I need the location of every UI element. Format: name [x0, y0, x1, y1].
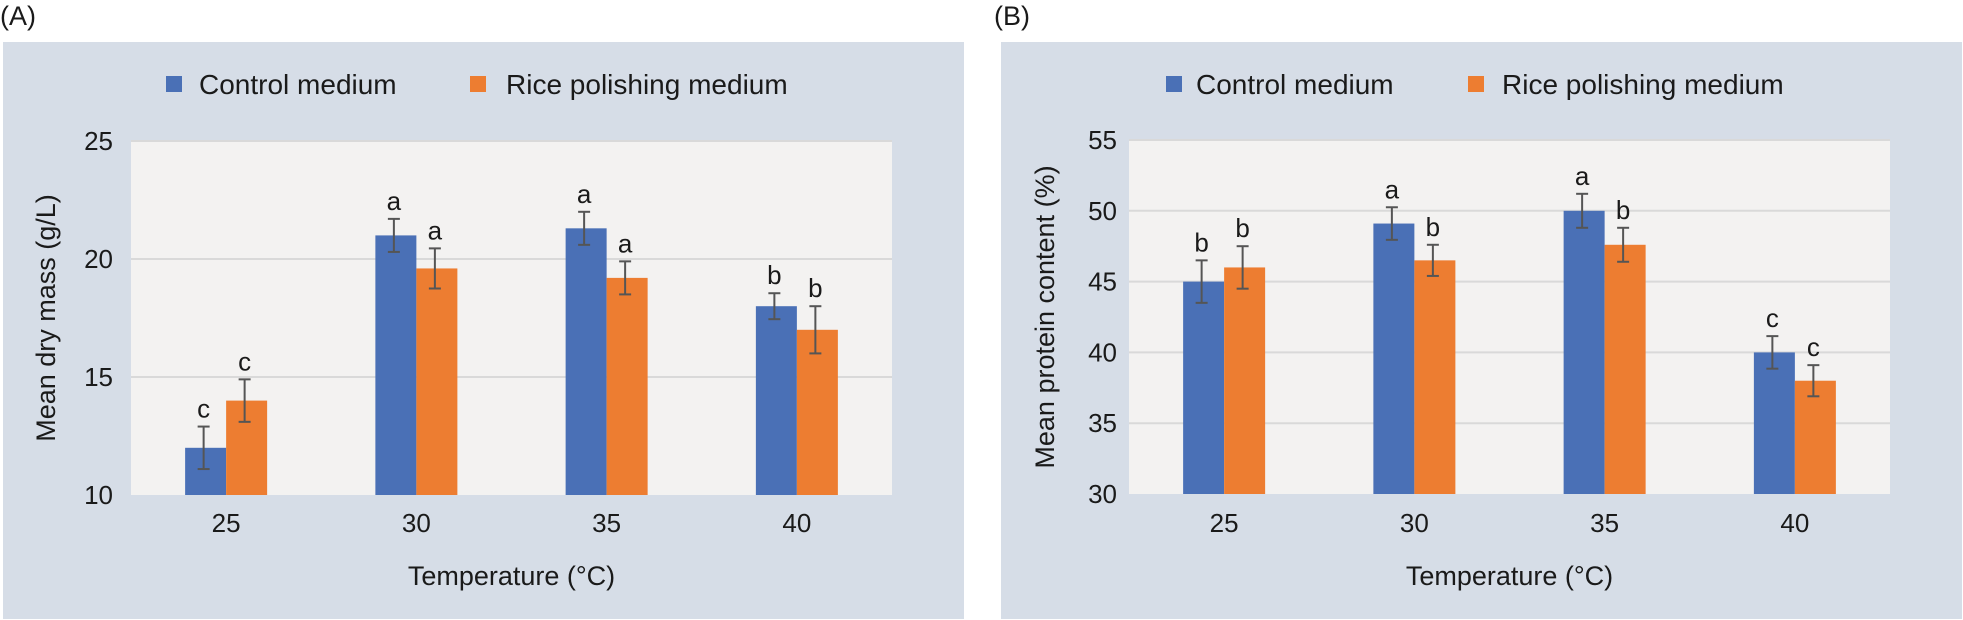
significance-label-b: b: [1235, 213, 1249, 243]
y-tick-label-a: 20: [84, 244, 113, 274]
significance-label-b: b: [1194, 227, 1208, 257]
significance-label-a: c: [197, 394, 210, 424]
legend-swatch-b-rice: [1468, 76, 1484, 92]
bar-b-control-30: [1373, 223, 1415, 494]
bar-a-control-40: [755, 306, 797, 495]
x-axis-label-b: Temperature (°C): [1406, 561, 1613, 591]
x-tick-label-a: 40: [782, 508, 811, 538]
bar-a-rice-35: [606, 277, 648, 495]
significance-label-a: b: [767, 260, 781, 290]
significance-label-a: b: [808, 273, 822, 303]
bar-a-control-30: [375, 235, 417, 495]
y-tick-label-b: 50: [1088, 196, 1117, 226]
significance-label-a: a: [618, 228, 633, 258]
bar-a-control-35: [565, 228, 607, 495]
x-tick-label-a: 25: [212, 508, 241, 538]
y-tick-label-b: 30: [1088, 479, 1117, 509]
significance-label-a: a: [387, 186, 402, 216]
significance-label-b: b: [1426, 212, 1440, 242]
y-tick-label-a: 15: [84, 362, 113, 392]
x-tick-label-a: 30: [402, 508, 431, 538]
y-axis-label-b: Mean protein content (%): [1030, 165, 1060, 468]
y-tick-label-b: 35: [1088, 408, 1117, 438]
legend-label-b-control: Control medium: [1196, 69, 1394, 100]
y-axis-label-a: Mean dry mass (g/L): [31, 194, 61, 442]
bar-b-rice-30: [1414, 260, 1456, 494]
x-tick-label-b: 30: [1400, 508, 1429, 538]
x-tick-label-a: 35: [592, 508, 621, 538]
y-tick-label-b: 55: [1088, 125, 1117, 155]
significance-label-a: a: [577, 179, 592, 209]
bar-b-control-25: [1183, 281, 1225, 494]
bar-a-control-25: [185, 447, 227, 495]
panel-label-a: (A): [0, 1, 36, 31]
bar-a-rice-25: [226, 400, 268, 495]
significance-label-b: a: [1575, 161, 1590, 191]
legend-label-b-rice: Rice polishing medium: [1502, 69, 1784, 100]
bar-a-rice-30: [416, 268, 458, 495]
y-tick-label-a: 25: [84, 126, 113, 156]
bar-b-control-40: [1753, 352, 1795, 494]
legend-label-a-rice: Rice polishing medium: [506, 69, 788, 100]
x-tick-label-b: 40: [1780, 508, 1809, 538]
legend-swatch-b-control: [1166, 76, 1182, 92]
significance-label-a: c: [238, 346, 251, 376]
panel-label-b: (B): [994, 1, 1030, 31]
x-tick-label-b: 35: [1590, 508, 1619, 538]
bar-b-rice-40: [1794, 380, 1836, 494]
y-tick-label-b: 40: [1088, 337, 1117, 367]
significance-label-b: c: [1766, 303, 1779, 333]
bar-b-rice-25: [1224, 267, 1266, 494]
bar-b-control-35: [1563, 210, 1605, 495]
bar-a-rice-40: [796, 329, 838, 495]
y-tick-label-b: 45: [1088, 267, 1117, 297]
legend-swatch-a-control: [166, 76, 182, 92]
x-axis-label-a: Temperature (°C): [408, 561, 615, 591]
significance-label-a: a: [428, 215, 443, 245]
significance-label-b: c: [1807, 332, 1820, 362]
legend-label-a-control: Control medium: [199, 69, 397, 100]
bar-b-rice-35: [1604, 244, 1646, 494]
legend-swatch-a-rice: [470, 76, 486, 92]
x-tick-label-b: 25: [1210, 508, 1239, 538]
significance-label-b: b: [1616, 195, 1630, 225]
y-tick-label-a: 10: [84, 480, 113, 510]
significance-label-b: a: [1385, 174, 1400, 204]
